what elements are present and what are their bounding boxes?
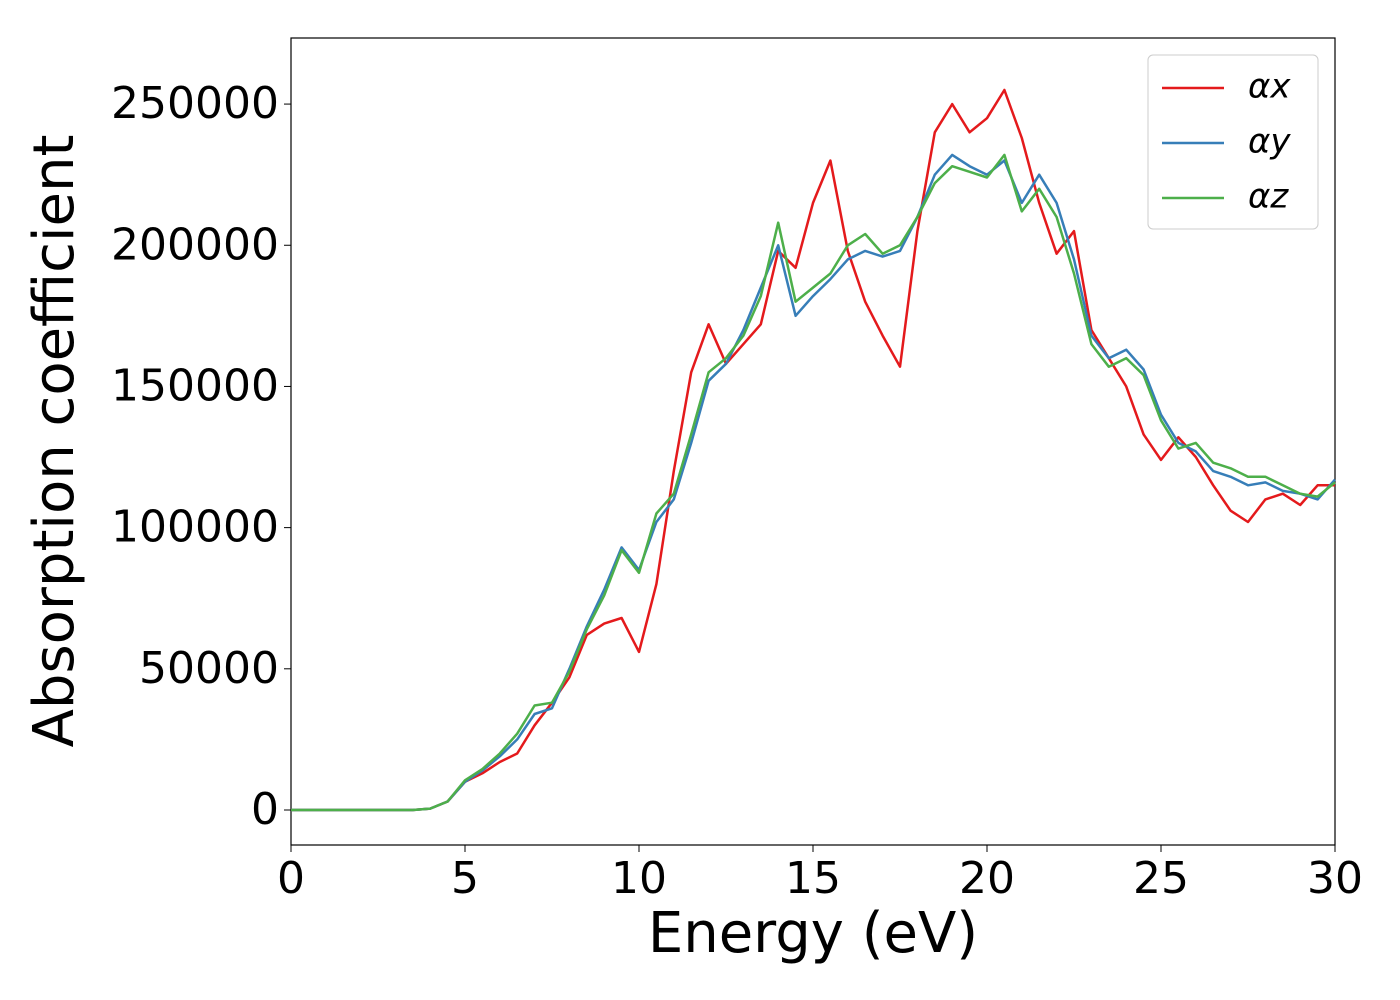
x-tick-label: 20 (959, 853, 1015, 904)
x-tick-label: 5 (451, 853, 479, 904)
y-tick-label: 50000 (139, 643, 279, 694)
y-tick-label: 250000 (111, 78, 279, 129)
legend-label: αz (1248, 177, 1289, 217)
y-axis-label: Absorption coefficient (22, 135, 87, 748)
legend-box (1147, 54, 1319, 230)
series-line (291, 153, 1336, 812)
y-tick-label: 200000 (111, 219, 279, 270)
y-tick-label: 100000 (111, 502, 279, 553)
x-tick-label: 25 (1133, 853, 1189, 904)
legend-label: αy (1248, 122, 1291, 162)
x-tick-label: 10 (611, 853, 667, 904)
x-tick-label: 30 (1307, 853, 1363, 904)
x-axis-label: Energy (eV) (648, 901, 978, 966)
y-tick-label: 0 (251, 784, 279, 835)
series-line (291, 153, 1336, 812)
y-tick-label: 150000 (111, 360, 279, 411)
x-tick-label: 15 (785, 853, 841, 904)
legend-label: αx (1248, 67, 1291, 107)
x-tick-label: 0 (277, 853, 305, 904)
